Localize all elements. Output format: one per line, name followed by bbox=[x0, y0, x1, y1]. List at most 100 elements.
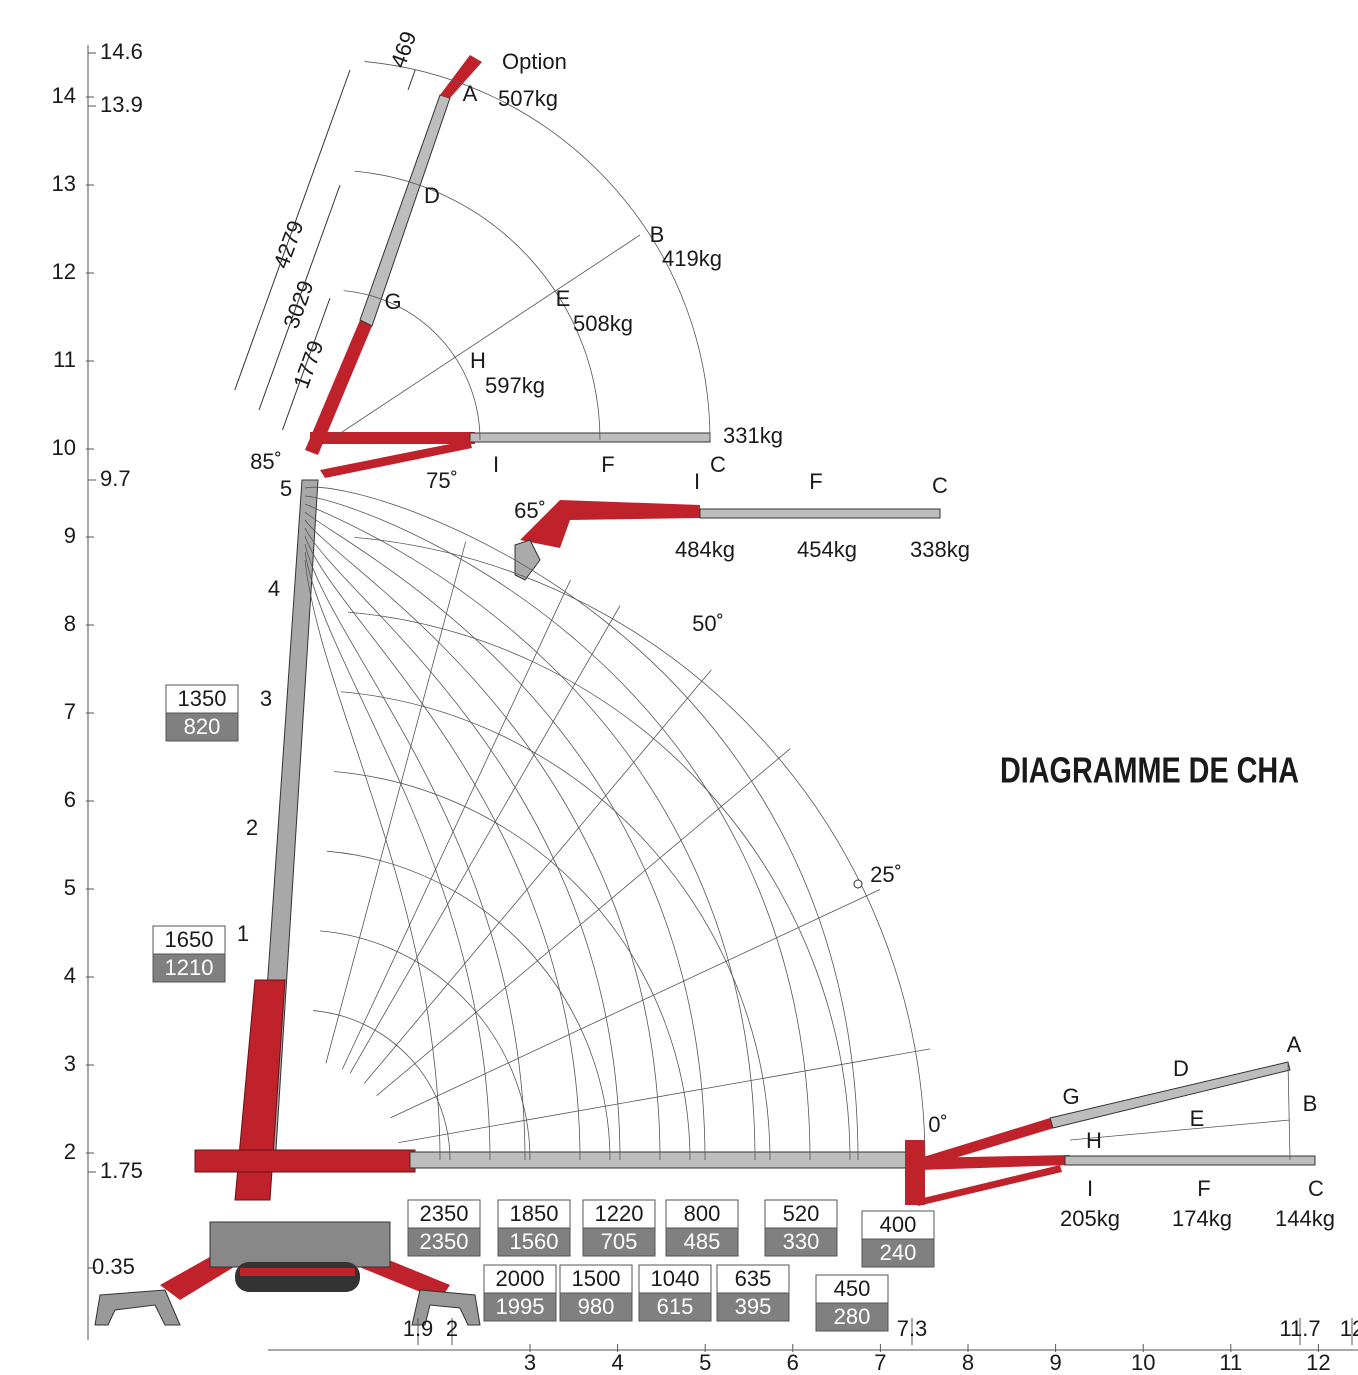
load-box-value: 1350 bbox=[178, 686, 227, 711]
jib-radial bbox=[330, 235, 640, 440]
angle-label: 85˚ bbox=[250, 449, 282, 474]
dimension-label: 4279 bbox=[268, 217, 308, 272]
point-letter: A bbox=[1287, 1032, 1302, 1057]
boom-section-label: 2 bbox=[246, 815, 258, 840]
reach-tick-label: 4 bbox=[611, 1350, 623, 1375]
load-box-value: 1650 bbox=[165, 927, 214, 952]
load-arc bbox=[327, 851, 610, 1160]
load-box-reduced: 1560 bbox=[510, 1229, 559, 1254]
height-tick-label: 12 bbox=[52, 259, 76, 284]
load-curve bbox=[305, 512, 705, 1160]
radial-line bbox=[398, 1049, 930, 1143]
load-arc bbox=[320, 931, 530, 1160]
point-letter: I bbox=[1087, 1176, 1093, 1201]
load-box-reduced: 2350 bbox=[420, 1229, 469, 1254]
point-letter: D bbox=[1173, 1056, 1189, 1081]
load-box-reduced: 1210 bbox=[165, 955, 214, 980]
boom-section-label: 4 bbox=[268, 576, 280, 601]
load-box-reduced: 980 bbox=[578, 1294, 615, 1319]
point-letter: E bbox=[1190, 1106, 1205, 1131]
load-box-value: 400 bbox=[880, 1212, 917, 1237]
load-arc bbox=[341, 692, 770, 1160]
load-grid bbox=[305, 62, 1290, 1160]
radial-line bbox=[326, 542, 466, 1064]
load-box-reduced: 705 bbox=[601, 1229, 638, 1254]
jib-radial bbox=[1288, 1062, 1290, 1160]
boom-section-label: 1 bbox=[237, 921, 249, 946]
point-letter: B bbox=[1303, 1091, 1318, 1116]
point-load: 144kg bbox=[1275, 1206, 1335, 1231]
point-letter: C bbox=[710, 452, 726, 477]
jib bbox=[1065, 1156, 1315, 1165]
load-curve bbox=[305, 496, 810, 1160]
reach-tick-label: 3 bbox=[524, 1350, 536, 1375]
reach-tick-label: 8 bbox=[962, 1350, 974, 1375]
reach-level-label: 2 bbox=[446, 1316, 458, 1341]
load-box-value: 520 bbox=[783, 1201, 820, 1226]
boom-base bbox=[195, 1150, 415, 1172]
height-tick-label: 4 bbox=[64, 963, 76, 988]
height-tick-label: 8 bbox=[64, 611, 76, 636]
height-tick-label: 6 bbox=[64, 787, 76, 812]
reach-level-label: 11.7 bbox=[1279, 1316, 1320, 1341]
load-box-value: 450 bbox=[834, 1276, 871, 1301]
chassis bbox=[210, 1222, 390, 1267]
angle-label: 25˚ bbox=[870, 862, 902, 887]
point-letter: I bbox=[493, 452, 499, 477]
reach-tick-label: 5 bbox=[699, 1350, 711, 1375]
track bbox=[235, 1262, 360, 1292]
load-arc bbox=[354, 537, 925, 1160]
load-box-reduced: 1995 bbox=[496, 1294, 545, 1319]
point-load: 419kg bbox=[662, 246, 722, 271]
load-box-value: 2000 bbox=[496, 1266, 545, 1291]
jib bbox=[520, 500, 700, 548]
jib-strut bbox=[915, 1165, 1062, 1206]
point-load: 507kg bbox=[498, 86, 558, 111]
point-load: 454kg bbox=[797, 537, 857, 562]
outrigger-foot bbox=[95, 1290, 180, 1325]
point-letter: F bbox=[809, 469, 822, 494]
reach-level-label: 7.3 bbox=[897, 1316, 928, 1341]
height-tick-label: 7 bbox=[64, 699, 76, 724]
load-box-value: 1850 bbox=[510, 1201, 559, 1226]
angle-label: 0˚ bbox=[928, 1112, 948, 1137]
dimension-line bbox=[408, 70, 415, 90]
point-load: 331kg bbox=[723, 423, 783, 448]
load-box-reduced: 485 bbox=[684, 1229, 721, 1254]
point-letter: H bbox=[470, 348, 486, 373]
jib-head bbox=[515, 540, 540, 580]
crane-load-diagram: DIAGRAMME DE CHA Option 1413121110987654… bbox=[0, 0, 1358, 1375]
load-box-value: 635 bbox=[735, 1266, 772, 1291]
height-tick-label: 13 bbox=[52, 171, 76, 196]
load-box-reduced: 395 bbox=[735, 1294, 772, 1319]
jib bbox=[470, 433, 710, 442]
dimension-line bbox=[235, 70, 350, 390]
load-box-reduced: 615 bbox=[657, 1294, 694, 1319]
load-box-value: 1220 bbox=[595, 1201, 644, 1226]
reach-tick-label: 11 bbox=[1219, 1350, 1242, 1375]
reach-tick-label: 9 bbox=[1049, 1350, 1061, 1375]
load-box-reduced: 280 bbox=[834, 1304, 871, 1329]
height-tick-label: 9 bbox=[64, 523, 76, 548]
jib bbox=[310, 432, 475, 444]
radial-line bbox=[350, 606, 620, 1074]
angle-label: 50˚ bbox=[692, 611, 724, 636]
option-label: Option bbox=[502, 49, 567, 74]
load-box-value: 2350 bbox=[420, 1201, 469, 1226]
dimension-label: 1779 bbox=[288, 337, 328, 392]
height-level-label: 13.9 bbox=[100, 92, 143, 117]
angle-marker bbox=[854, 880, 862, 888]
track-stripe bbox=[240, 1268, 355, 1276]
reach-tick-label: 10 bbox=[1131, 1350, 1155, 1375]
height-tick-label: 11 bbox=[53, 347, 76, 372]
load-box-reduced: 820 bbox=[184, 714, 221, 739]
dimension-label: 3029 bbox=[278, 277, 318, 332]
boom-section-label: 5 bbox=[280, 476, 292, 501]
height-tick-label: 5 bbox=[64, 875, 76, 900]
point-load: 484kg bbox=[675, 537, 735, 562]
height-level-label: 1.75 bbox=[100, 1158, 143, 1183]
point-letter: G bbox=[1062, 1084, 1079, 1109]
load-curve bbox=[305, 552, 490, 1160]
point-letter: C bbox=[932, 473, 948, 498]
point-letter: A bbox=[463, 81, 478, 106]
